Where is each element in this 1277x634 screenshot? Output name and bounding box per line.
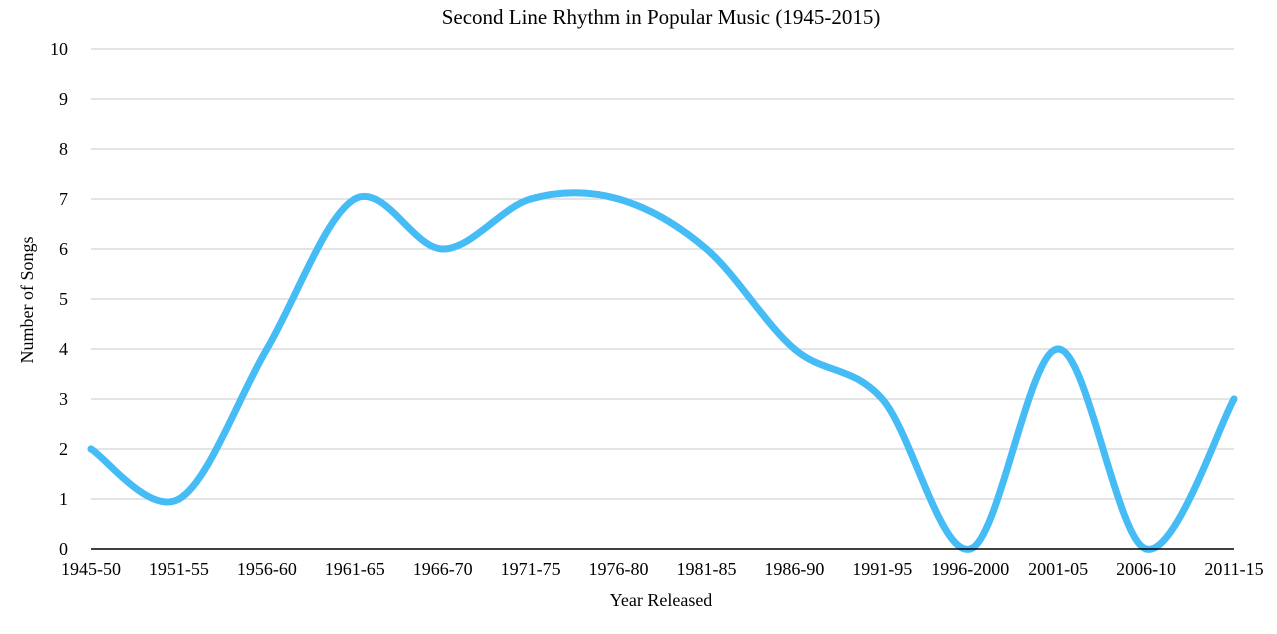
- y-tick-label: 4: [59, 339, 68, 359]
- gridlines: [91, 48, 1234, 500]
- x-tick-labels: 1945-50 1951-55 1956-60 1961-65 1966-70 1971-…: [61, 559, 1264, 579]
- y-tick-label: 0: [59, 539, 68, 559]
- x-tick-label: 1951-55: [149, 559, 209, 579]
- y-tick-label: 10: [50, 39, 68, 59]
- x-tick-label: 2006-10: [1116, 559, 1176, 579]
- data-point: [175, 495, 183, 503]
- x-tick-label: 1945-50: [61, 559, 121, 579]
- x-tick-label: 1961-65: [325, 559, 385, 579]
- series-lines: [87, 189, 1238, 553]
- data-point: [263, 345, 271, 353]
- x-tick-label: 1971-75: [501, 559, 561, 579]
- y-tick-labels: 0 1 2 3 4 5 6 7 8 9 10: [50, 39, 68, 559]
- series-line-0: [87, 189, 1238, 553]
- chart-title: Second Line Rhythm in Popular Music (194…: [442, 5, 881, 29]
- data-point: [615, 195, 623, 203]
- x-tick-label: 1981-85: [676, 559, 736, 579]
- y-tick-label: 6: [59, 239, 68, 259]
- x-tick-label: 1976-80: [589, 559, 649, 579]
- x-tick-label: 1991-95: [852, 559, 912, 579]
- data-point: [1054, 345, 1062, 353]
- data-point: [790, 345, 798, 353]
- data-point: [439, 245, 447, 253]
- y-tick-label: 1: [59, 489, 68, 509]
- x-tick-label: 2011-15: [1204, 559, 1263, 579]
- y-tick-label: 5: [59, 289, 68, 309]
- y-tick-label: 3: [59, 389, 68, 409]
- data-point: [878, 395, 886, 403]
- data-point: [527, 195, 535, 203]
- y-axis-label: Number of Songs: [17, 237, 37, 364]
- data-point: [351, 195, 359, 203]
- data-point: [87, 445, 95, 453]
- y-tick-label: 9: [59, 89, 68, 109]
- y-tick-label: 7: [59, 189, 68, 209]
- x-tick-label: 1956-60: [237, 559, 297, 579]
- y-tick-label: 8: [59, 139, 68, 159]
- x-axis-label: Year Released: [610, 590, 713, 610]
- x-tick-label: 1966-70: [413, 559, 473, 579]
- data-point: [1230, 395, 1238, 403]
- x-tick-label: 1996-2000: [931, 559, 1009, 579]
- x-tick-label: 2001-05: [1028, 559, 1088, 579]
- x-tick-label: 1986-90: [764, 559, 824, 579]
- data-point: [702, 245, 710, 253]
- y-tick-label: 2: [59, 439, 68, 459]
